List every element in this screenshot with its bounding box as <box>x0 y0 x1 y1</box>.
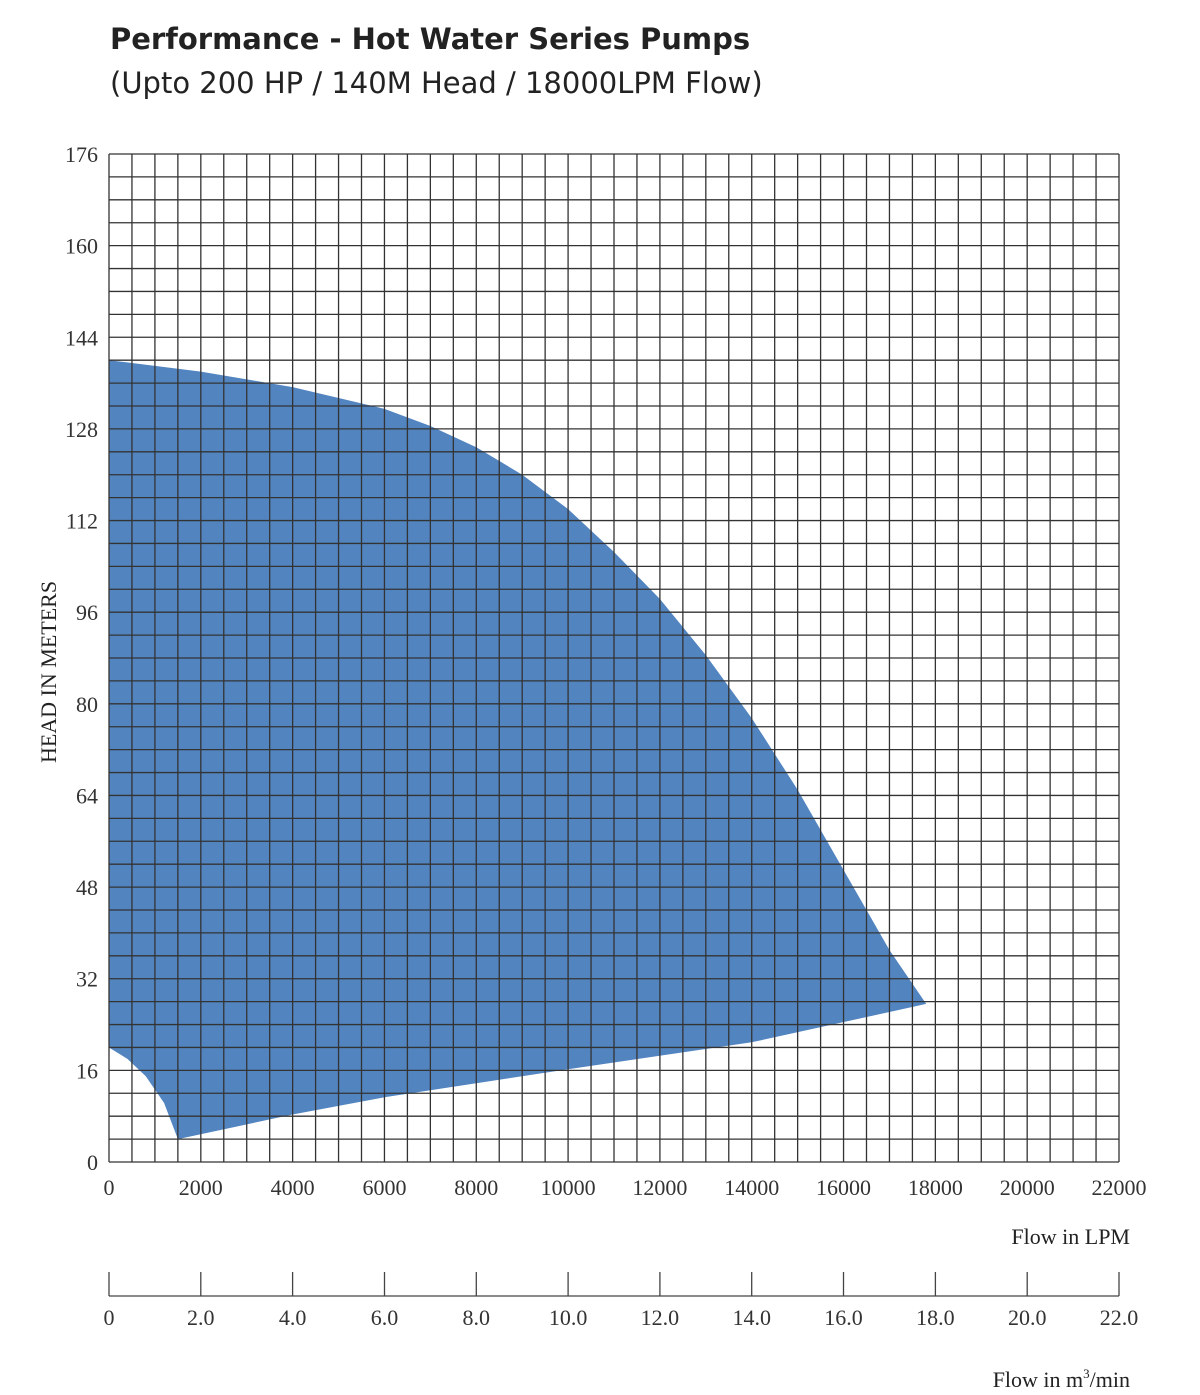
secondary-x-axis-label-superscript: 3 <box>1083 1366 1090 1381</box>
x-tick-label: 16000 <box>816 1175 871 1200</box>
y-tick-label: 48 <box>76 875 98 900</box>
x-axis-label: Flow in LPM <box>1011 1224 1130 1249</box>
y-tick-labels: 0 16 32 48 64 80 96 112 128 144 160 176 <box>65 142 98 1175</box>
y-tick-label: 160 <box>65 234 98 259</box>
x-tick-label: 22000 <box>1092 1175 1147 1200</box>
secondary-tick-label: 12.0 <box>641 1305 680 1330</box>
x-tick-label: 6000 <box>363 1175 407 1200</box>
x-tick-label: 14000 <box>724 1175 779 1200</box>
y-tick-label: 112 <box>66 509 98 534</box>
grid-layer <box>108 153 1120 1163</box>
secondary-tick-label: 6.0 <box>371 1305 399 1330</box>
secondary-tick-label: 8.0 <box>463 1305 491 1330</box>
x-tick-label: 20000 <box>1000 1175 1055 1200</box>
y-axis-label: HEAD IN METERS <box>36 581 61 763</box>
x-tick-label: 4000 <box>271 1175 315 1200</box>
y-tick-label: 144 <box>65 325 98 350</box>
secondary-x-axis-label: Flow in m3/min <box>993 1366 1130 1392</box>
y-tick-label: 16 <box>76 1058 98 1083</box>
secondary-tick-label: 16.0 <box>824 1305 863 1330</box>
y-tick-label: 64 <box>76 784 98 809</box>
secondary-tick-label: 2.0 <box>187 1305 215 1330</box>
chart-title: Performance - Hot Water Series Pumps <box>110 22 751 56</box>
y-tick-label: 0 <box>87 1150 98 1175</box>
x-tick-label: 2000 <box>179 1175 223 1200</box>
x-tick-label: 0 <box>104 1175 115 1200</box>
y-tick-label: 176 <box>65 142 98 167</box>
x-tick-label: 10000 <box>541 1175 596 1200</box>
secondary-tick-label: 20.0 <box>1008 1305 1047 1330</box>
x-tick-label: 18000 <box>908 1175 963 1200</box>
y-tick-label: 32 <box>76 967 98 992</box>
x-tick-label: 12000 <box>632 1175 687 1200</box>
secondary-x-axis-label-suffix: /min <box>1090 1367 1130 1392</box>
secondary-tick-label: 0 <box>104 1305 115 1330</box>
secondary-x-axis-label-prefix: Flow in m <box>993 1367 1083 1392</box>
secondary-tick-label: 22.0 <box>1100 1305 1139 1330</box>
secondary-tick-label: 4.0 <box>279 1305 307 1330</box>
secondary-tick-label: 14.0 <box>732 1305 771 1330</box>
secondary-axis: 0 2.0 4.0 6.0 8.0 10.0 12.0 14.0 16.0 18.0 20.0 22.… <box>104 1272 1139 1330</box>
secondary-tick-label: 18.0 <box>916 1305 955 1330</box>
x-tick-labels: 0 2000 4000 6000 8000 10000 12000 14000 16000 180… <box>104 1175 1147 1200</box>
y-tick-label: 128 <box>65 417 98 442</box>
x-tick-label: 8000 <box>454 1175 498 1200</box>
y-tick-label: 96 <box>76 600 98 625</box>
chart-subtitle: (Upto 200 HP / 140M Head / 18000LPM Flow… <box>110 66 763 100</box>
y-tick-label: 80 <box>76 692 98 717</box>
secondary-tick-label: 10.0 <box>549 1305 588 1330</box>
